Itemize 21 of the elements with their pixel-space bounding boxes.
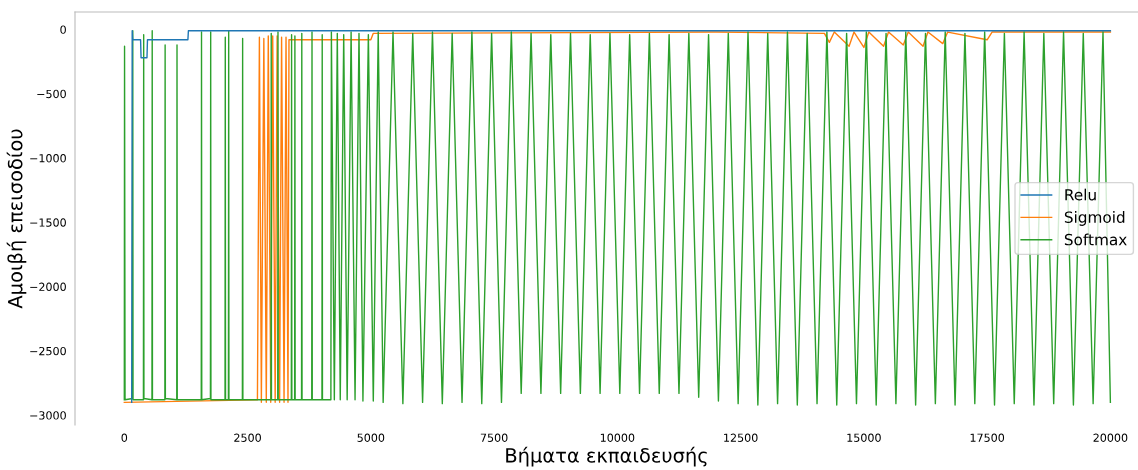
x-tick-label: 7500 — [480, 433, 508, 442]
y-tick-label: −500 — [37, 89, 66, 99]
x-tick-label: 10000 — [600, 433, 635, 442]
y-tick-label: 0 — [60, 25, 66, 34]
y-axis-title: Αμοιβή επεισοδίου — [6, 129, 27, 309]
legend-label: Sigmoid — [1064, 211, 1125, 226]
x-axis-title: Βήματα εκπαιδευσής — [506, 446, 707, 467]
legend-label: Softmax — [1064, 233, 1127, 246]
y-tick-label: −1000 — [30, 154, 66, 163]
x-tick-label: 5000 — [357, 433, 385, 442]
legend-label: Relu — [1065, 188, 1096, 201]
x-tick-label: 17500 — [970, 433, 1005, 442]
x-tick-label: 20000 — [1093, 433, 1128, 442]
x-tick-label: 0 — [121, 433, 128, 442]
y-tick-label: −1500 — [30, 218, 66, 227]
y-tick-label: −3000 — [30, 411, 66, 420]
x-tick-label: 2500 — [234, 433, 261, 442]
x-tick-label: 12500 — [724, 433, 758, 442]
y-tick-label: −2000 — [30, 282, 66, 292]
y-tick-label: −2500 — [30, 346, 66, 356]
x-tick-label: 15000 — [847, 433, 881, 442]
